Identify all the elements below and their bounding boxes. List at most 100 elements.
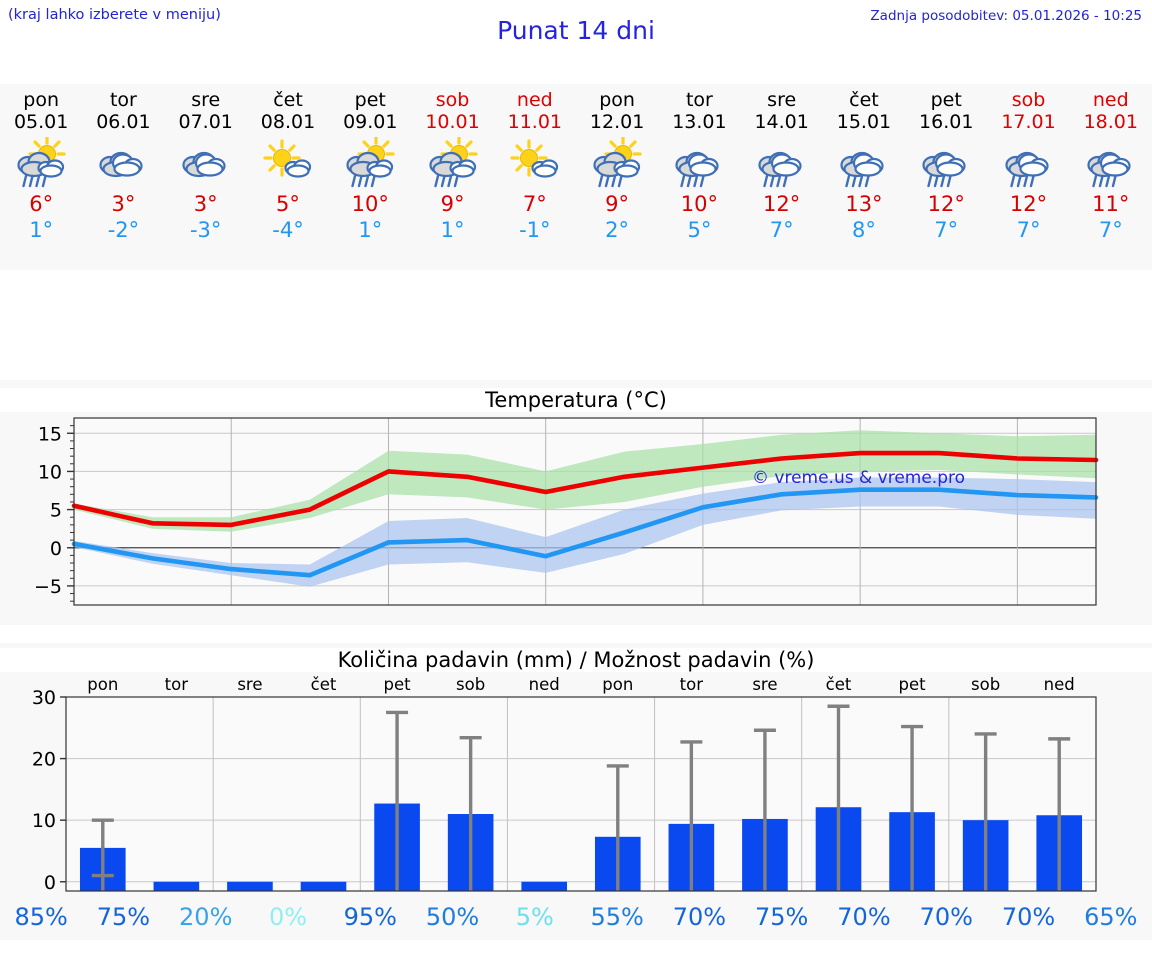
rain-icon [918, 137, 974, 189]
rain-sun-icon [342, 137, 398, 189]
precipitation-probability: 75% [96, 903, 151, 931]
day-of-week-label: pet [930, 89, 962, 111]
precipitation-chart-svg: 0 10 20 30 pon tor sre čet pet sob ned pon tor sre čet… [32, 675, 1097, 894]
y-axis-tick-label: 15 [38, 423, 62, 445]
y-axis-tick-label: 10 [32, 810, 56, 832]
temperature-chart-svg: −5 0 5 10 15 [34, 417, 1099, 606]
precip-day-label: pon [602, 675, 633, 694]
precip-day-label: sob [456, 675, 485, 694]
precip-day-label: ned [529, 675, 560, 694]
precipitation-probability: 0% [268, 903, 308, 931]
precipitation-bar[interactable] [227, 881, 273, 891]
day-of-week-label: čet [273, 89, 303, 111]
day-date-label: 11.01 [507, 111, 563, 133]
day-of-week-label: sre [191, 89, 221, 111]
max-temperature: 9° [440, 192, 465, 216]
day-date-label: 17.01 [1001, 111, 1056, 133]
min-temperature: -3° [189, 218, 222, 242]
max-temperature: 3° [111, 192, 136, 216]
max-temperature: 11° [1092, 192, 1130, 216]
day-date-label: 08.01 [260, 111, 316, 133]
precip-day-label: pet [899, 675, 927, 694]
min-temperature: 1° [358, 218, 383, 242]
precipitation-probability: 50% [425, 903, 480, 931]
precipitation-bar[interactable] [153, 881, 200, 891]
day-date-label: 14.01 [754, 111, 809, 133]
min-temperature: 7° [1016, 218, 1041, 242]
precipitation-bar[interactable] [521, 881, 568, 891]
precip-day-label: sre [237, 675, 262, 694]
precip-day-label: ned [1044, 675, 1075, 694]
temperature-line [71, 450, 1099, 528]
day-of-week-label: tor [109, 89, 137, 111]
day-column[interactable]: pon 05.01 6° 1° [0, 84, 82, 270]
location-menu-note[interactable]: (kraj lahko izberete v meniju) [8, 7, 221, 23]
precip-day-label: sre [752, 675, 777, 694]
precipitation-probability: 70% [919, 903, 973, 931]
cloudy-icon [178, 137, 234, 189]
day-column[interactable]: čet 08.01 5° -4° [247, 84, 329, 270]
day-of-week-label: pon [23, 89, 59, 111]
max-temperature: 5° [276, 192, 300, 216]
min-temperature: 1° [29, 218, 54, 242]
min-temperature: 7° [769, 218, 794, 242]
day-column[interactable]: ned 18.01 11° 7° [1070, 84, 1152, 270]
precip-day-label: tor [680, 675, 704, 694]
day-date-label: 12.01 [589, 111, 645, 133]
day-column[interactable]: pet 16.01 12° 7° [905, 84, 987, 270]
day-of-week-label: pon [599, 89, 635, 111]
rain-sun-icon [425, 137, 481, 189]
y-axis-tick-label: 20 [32, 749, 56, 771]
y-axis-tick-label: 10 [38, 461, 62, 483]
cloudy-icon [95, 137, 151, 189]
min-temperature: 8° [852, 218, 876, 242]
day-of-week-label: tor [685, 89, 713, 111]
day-column[interactable]: čet 15.01 13° 8° [823, 84, 905, 270]
precipitation-probability: 55% [590, 903, 644, 931]
day-of-week-label: sre [767, 89, 797, 111]
max-temperature: 9° [605, 192, 630, 216]
day-column[interactable]: sre 07.01 3° -3° [165, 84, 247, 270]
temperature-range-band [74, 477, 1096, 587]
min-temperature: -4° [272, 218, 304, 242]
day-of-week-label: sob [435, 89, 470, 111]
page-bottom-spacer [0, 940, 1152, 975]
day-column[interactable]: ned 11.01 7° -1° [494, 84, 576, 270]
day-date-label: 07.01 [178, 111, 233, 133]
rain-sun-icon [13, 137, 69, 189]
precipitation-bar[interactable] [300, 881, 347, 891]
precipitation-probability: 70% [672, 903, 727, 931]
y-axis-tick-label: −5 [34, 576, 62, 598]
plot-border [65, 696, 1097, 892]
day-column[interactable]: sob 17.01 12° 7° [987, 84, 1069, 270]
day-date-label: 16.01 [919, 111, 974, 133]
day-column[interactable]: tor 13.01 10° 5° [658, 84, 740, 270]
min-temperature: 5° [687, 218, 712, 242]
day-date-label: 05.01 [13, 111, 69, 133]
precip-day-label: sob [971, 675, 1000, 694]
precip-day-label: čet [311, 675, 337, 694]
day-date-label: 15.01 [836, 111, 892, 133]
precipitation-chart-title: Količina padavin (mm) / Možnost padavin … [0, 648, 1152, 672]
day-column[interactable]: pon 12.01 9° 2° [576, 84, 658, 270]
max-temperature: 13° [845, 192, 883, 216]
rain-icon [1083, 137, 1139, 189]
precip-day-label: pon [87, 675, 118, 694]
max-temperature: 12° [1009, 192, 1048, 216]
min-temperature: 7° [934, 218, 959, 242]
max-temperature: 10° [351, 192, 389, 216]
precipitation-probability: 70% [837, 903, 891, 931]
max-temperature: 10° [680, 192, 718, 216]
min-temperature: 7° [1098, 218, 1123, 242]
rain-sun-icon [589, 137, 645, 189]
day-column[interactable]: sre 14.01 12° 7° [741, 84, 823, 270]
day-column[interactable]: sob 10.01 9° 1° [411, 84, 493, 270]
precip-day-label: čet [826, 675, 852, 694]
min-temperature: -2° [107, 218, 140, 242]
day-column[interactable]: pet 09.01 10° 1° [329, 84, 411, 270]
plot-area [66, 697, 1096, 891]
day-column[interactable]: tor 06.01 3° -2° [82, 84, 164, 270]
precipitation-probability: 95% [343, 903, 397, 931]
min-temperature: 2° [605, 218, 630, 242]
